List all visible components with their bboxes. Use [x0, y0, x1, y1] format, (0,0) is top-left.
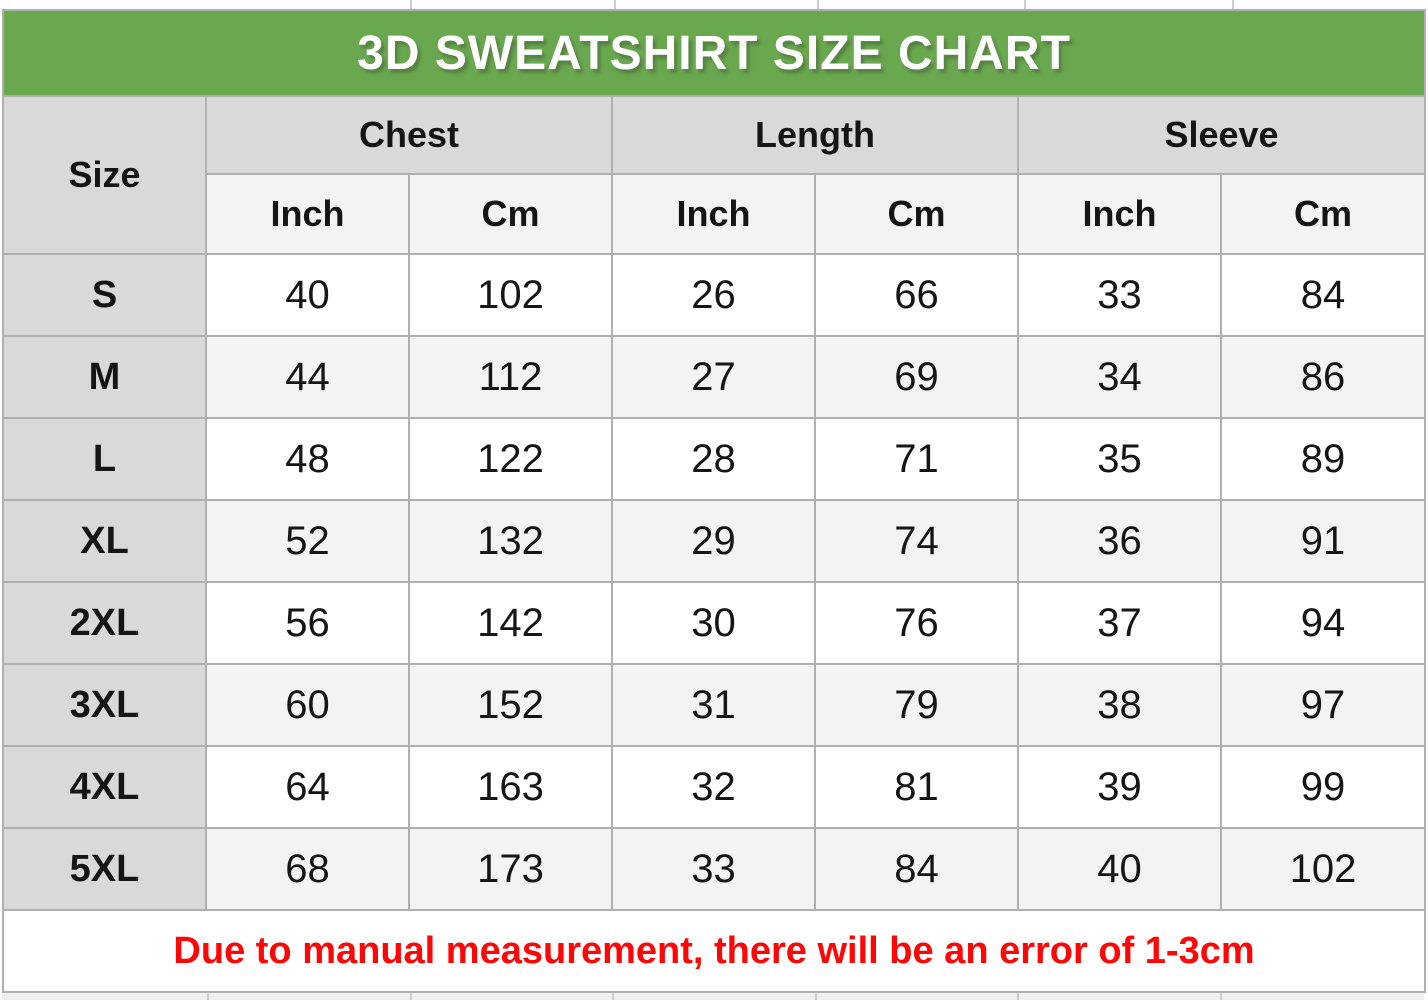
gridline: [614, 0, 616, 9]
measurement-note: Due to manual measurement, there will be…: [1, 909, 1427, 993]
table-row: L 48 122 28 71 35 89: [2, 417, 1427, 501]
value-cell: 40: [1017, 827, 1222, 911]
unit-header: Cm: [814, 173, 1019, 255]
value-cell: 40: [205, 253, 410, 337]
title-row: 3D SWEATSHIRT SIZE CHART: [1, 9, 1427, 97]
value-cell: 81: [814, 745, 1019, 829]
value-cell: 29: [611, 499, 816, 583]
value-cell: 152: [408, 663, 613, 747]
value-cell: 60: [205, 663, 410, 747]
value-cell: 112: [408, 335, 613, 419]
value-cell: 86: [1219, 335, 1427, 419]
value-cell: 26: [611, 253, 816, 337]
gridline: [1017, 993, 1019, 1000]
gridline: [815, 993, 817, 1000]
value-cell: 44: [205, 335, 410, 419]
value-cell: 132: [408, 499, 613, 583]
value-cell: 56: [205, 581, 410, 665]
group-header-length: Length: [611, 95, 1019, 175]
table-row: 4XL 64 163 32 81 39 99: [2, 745, 1427, 829]
value-cell: 94: [1219, 581, 1427, 665]
value-cell: 66: [814, 253, 1019, 337]
value-cell: 71: [814, 417, 1019, 501]
value-cell: 36: [1017, 499, 1222, 583]
unit-header-row: Inch Cm Inch Cm Inch Cm: [3, 173, 1427, 255]
size-cell: 4XL: [2, 745, 207, 829]
gridline: [410, 993, 412, 1000]
value-cell: 142: [408, 581, 613, 665]
value-cell: 102: [1219, 827, 1427, 911]
value-cell: 33: [1017, 253, 1222, 337]
spreadsheet-bottom-partial-row: [2, 993, 1424, 1000]
value-cell: 38: [1017, 663, 1222, 747]
table-row: S 40 102 26 66 33 84: [2, 253, 1427, 337]
value-cell: 91: [1219, 499, 1427, 583]
value-cell: 89: [1219, 417, 1427, 501]
unit-header: Cm: [1219, 173, 1427, 255]
value-cell: 173: [408, 827, 613, 911]
size-column-header: Size: [2, 95, 207, 255]
size-cell: S: [2, 253, 207, 337]
chart-title: 3D SWEATSHIRT SIZE CHART: [1, 9, 1427, 97]
group-header-chest: Chest: [205, 95, 613, 175]
gridline: [410, 0, 412, 9]
unit-header: Inch: [205, 173, 410, 255]
value-cell: 99: [1219, 745, 1427, 829]
value-cell: 84: [1219, 253, 1427, 337]
gridline: [207, 993, 209, 1000]
size-cell: XL: [2, 499, 207, 583]
unit-header: Inch: [611, 173, 816, 255]
table-row: 3XL 60 152 31 79 38 97: [2, 663, 1427, 747]
gridline: [612, 993, 614, 1000]
value-cell: 35: [1017, 417, 1222, 501]
size-chart-table: 3D SWEATSHIRT SIZE CHART Size Chest Leng…: [1, 9, 1427, 993]
table-row: XL 52 132 29 74 36 91: [2, 499, 1427, 583]
value-cell: 64: [205, 745, 410, 829]
table-row: M 44 112 27 69 34 86: [2, 335, 1427, 419]
gridline: [1232, 0, 1234, 9]
size-cell: 3XL: [2, 663, 207, 747]
value-cell: 27: [611, 335, 816, 419]
group-header-row: Size Chest Length Sleeve: [2, 95, 1427, 255]
value-cell: 97: [1219, 663, 1427, 747]
size-cell: L: [2, 417, 207, 501]
gridline: [1024, 0, 1026, 9]
value-cell: 31: [611, 663, 816, 747]
group-header-sleeve: Sleeve: [1016, 95, 1427, 175]
value-cell: 74: [814, 499, 1019, 583]
value-cell: 48: [205, 417, 410, 501]
value-cell: 84: [814, 827, 1019, 911]
gridline: [817, 0, 819, 9]
value-cell: 34: [1017, 335, 1222, 419]
value-cell: 28: [611, 417, 816, 501]
value-cell: 79: [814, 663, 1019, 747]
value-cell: 122: [408, 417, 613, 501]
value-cell: 52: [205, 499, 410, 583]
unit-header: Cm: [408, 173, 613, 255]
value-cell: 102: [408, 253, 613, 337]
table-row: 2XL 56 142 30 76 37 94: [2, 581, 1427, 665]
size-cell: 2XL: [2, 581, 207, 665]
value-cell: 69: [814, 335, 1019, 419]
value-cell: 163: [408, 745, 613, 829]
value-cell: 30: [611, 581, 816, 665]
table-row: 5XL 68 173 33 84 40 102: [2, 827, 1427, 911]
unit-header: Inch: [1017, 173, 1222, 255]
value-cell: 32: [611, 745, 816, 829]
gridline: [1220, 993, 1222, 1000]
value-cell: 33: [611, 827, 816, 911]
spreadsheet-top-partial-row: [0, 0, 1428, 9]
value-cell: 37: [1017, 581, 1222, 665]
size-cell: M: [2, 335, 207, 419]
note-row: Due to manual measurement, there will be…: [1, 909, 1427, 993]
value-cell: 76: [814, 581, 1019, 665]
value-cell: 68: [205, 827, 410, 911]
value-cell: 39: [1017, 745, 1222, 829]
size-cell: 5XL: [2, 827, 207, 911]
